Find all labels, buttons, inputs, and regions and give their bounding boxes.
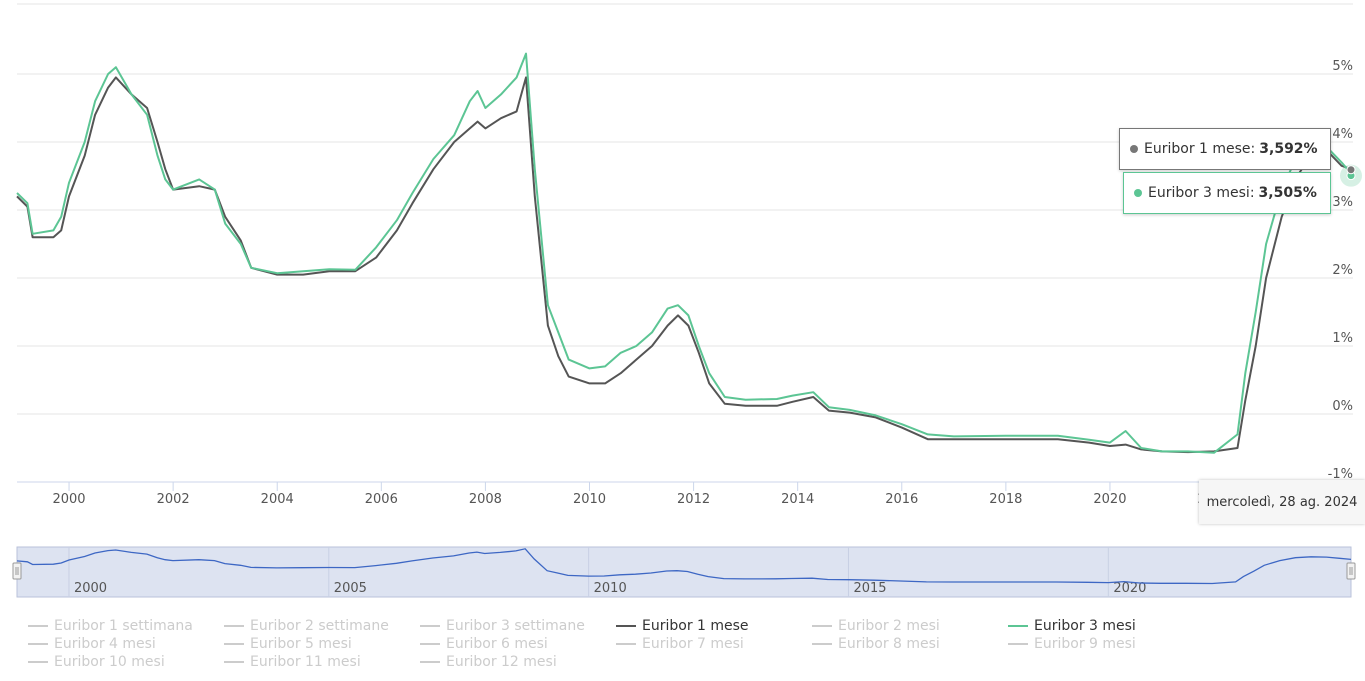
legend-item-euribor-9-mesi[interactable]: Euribor 9 mesi <box>1008 636 1136 652</box>
navigator-handle-right[interactable] <box>1346 562 1356 580</box>
navigator-tick-label: 2015 <box>853 581 886 596</box>
legend-swatch <box>616 625 636 627</box>
legend-item-euribor-3-mesi[interactable]: Euribor 3 mesi <box>1008 618 1136 634</box>
x-tick-label: 2000 <box>52 492 85 507</box>
y-axis: -1% 0% 1% 2% 3% 4% 5% <box>1328 59 1353 482</box>
y-tick-label: 1% <box>1332 331 1353 346</box>
legend-swatch <box>1008 643 1028 645</box>
legend-swatch <box>224 643 244 645</box>
legend-swatch <box>420 661 440 663</box>
x-axis: 2000 2002 2004 2006 2008 2010 2012 2014 2016 2018… <box>52 482 1231 507</box>
navigator-range[interactable] <box>16 546 1352 598</box>
legend-item-euribor-2-mesi[interactable]: Euribor 2 mesi <box>812 618 940 634</box>
legend-label: Euribor 2 mesi <box>838 618 940 634</box>
x-tick-label: 2006 <box>365 492 398 507</box>
plot-series <box>16 52 1354 454</box>
legend-swatch <box>28 625 48 627</box>
navigator-series <box>16 548 1352 585</box>
tooltip-label-2: Euribor 3 mesi: <box>1148 185 1255 201</box>
tooltip-dot-1 <box>1130 145 1138 153</box>
y-tick-label: -1% <box>1328 467 1353 482</box>
navigator-tick-label: 2020 <box>1113 581 1146 596</box>
legend-label: Euribor 12 mesi <box>446 654 557 670</box>
legend-item-euribor-11-mesi[interactable]: Euribor 11 mesi <box>224 654 361 670</box>
legend-item-euribor-8-mesi[interactable]: Euribor 8 mesi <box>812 636 940 652</box>
legend-label: Euribor 4 mesi <box>54 636 156 652</box>
legend-label: Euribor 1 settimana <box>54 618 193 634</box>
hover-markers <box>1340 164 1362 187</box>
y-tick-label: 2% <box>1332 263 1353 278</box>
legend-label: Euribor 6 mesi <box>446 636 548 652</box>
legend-swatch <box>812 643 832 645</box>
x-tick-label: 2008 <box>469 492 502 507</box>
legend-item-euribor-12-mesi[interactable]: Euribor 12 mesi <box>420 654 557 670</box>
legend-label: Euribor 9 mesi <box>1034 636 1136 652</box>
legend-swatch <box>224 625 244 627</box>
x-tick-label: 2018 <box>989 492 1022 507</box>
x-tick-label: 2012 <box>677 492 710 507</box>
y-tick-label: 3% <box>1332 195 1353 210</box>
navigator[interactable]: 2000 2005 2010 2015 2020 <box>12 546 1356 598</box>
tooltip-value-1: 3,592% <box>1259 141 1318 157</box>
legend-item-euribor-1-mese[interactable]: Euribor 1 mese <box>616 618 749 634</box>
legend-label: Euribor 8 mesi <box>838 636 940 652</box>
legend-swatch <box>28 661 48 663</box>
x-tick-label: 2004 <box>261 492 294 507</box>
grid-lines <box>17 3 1353 483</box>
navigator-handle-left[interactable] <box>12 562 22 580</box>
navigator-tick-label: 2000 <box>74 581 107 596</box>
legend-label: Euribor 11 mesi <box>250 654 361 670</box>
x-tick-label: 2020 <box>1093 492 1126 507</box>
legend-swatch <box>1008 625 1028 627</box>
marker-euribor-1-mese <box>1346 165 1356 175</box>
navigator-tick-label: 2005 <box>334 581 367 596</box>
legend-swatch <box>616 643 636 645</box>
legend-swatch <box>224 661 244 663</box>
legend-item-euribor-3-settimane[interactable]: Euribor 3 settimane <box>420 618 585 634</box>
legend-label: Euribor 3 mesi <box>1034 618 1136 634</box>
legend-swatch <box>28 643 48 645</box>
tooltip-euribor-3-mesi: Euribor 3 mesi: 3,505% <box>1123 172 1331 214</box>
legend-label: Euribor 3 settimane <box>446 618 585 634</box>
y-tick-label: 0% <box>1332 399 1353 414</box>
tooltip-date: mercoledì, 28 ag. 2024 <box>1199 480 1365 524</box>
tooltip-label-1: Euribor 1 mese: <box>1144 141 1256 157</box>
legend-label: Euribor 2 settimane <box>250 618 389 634</box>
series-line-euribor-3-mesi <box>16 52 1354 454</box>
x-tick-label: 2010 <box>573 492 606 507</box>
legend-label: Euribor 7 mesi <box>642 636 744 652</box>
legend-item-euribor-6-mesi[interactable]: Euribor 6 mesi <box>420 636 548 652</box>
legend-item-euribor-2-settimane[interactable]: Euribor 2 settimane <box>224 618 389 634</box>
tooltip-euribor-1-mese: Euribor 1 mese: 3,592% <box>1119 128 1331 170</box>
navigator-tick-label: 2010 <box>594 581 627 596</box>
tooltip-value-2: 3,505% <box>1258 185 1317 201</box>
legend-item-euribor-5-mesi[interactable]: Euribor 5 mesi <box>224 636 352 652</box>
x-tick-label: 2014 <box>781 492 814 507</box>
legend-swatch <box>420 625 440 627</box>
legend-label: Euribor 10 mesi <box>54 654 165 670</box>
y-tick-label: 5% <box>1332 59 1353 74</box>
legend-label: Euribor 5 mesi <box>250 636 352 652</box>
legend-item-euribor-4-mesi[interactable]: Euribor 4 mesi <box>28 636 156 652</box>
legend-item-euribor-10-mesi[interactable]: Euribor 10 mesi <box>28 654 165 670</box>
x-tick-label: 2016 <box>885 492 918 507</box>
y-tick-label: 4% <box>1332 127 1353 142</box>
legend-item-euribor-1-settimana[interactable]: Euribor 1 settimana <box>28 618 193 634</box>
x-tick-label: 2002 <box>157 492 190 507</box>
legend-swatch <box>812 625 832 627</box>
legend-label: Euribor 1 mese <box>642 618 749 634</box>
series-line-euribor-1-mese <box>16 76 1354 454</box>
tooltip-dot-2 <box>1134 189 1142 197</box>
legend-item-euribor-7-mesi[interactable]: Euribor 7 mesi <box>616 636 744 652</box>
legend-swatch <box>420 643 440 645</box>
